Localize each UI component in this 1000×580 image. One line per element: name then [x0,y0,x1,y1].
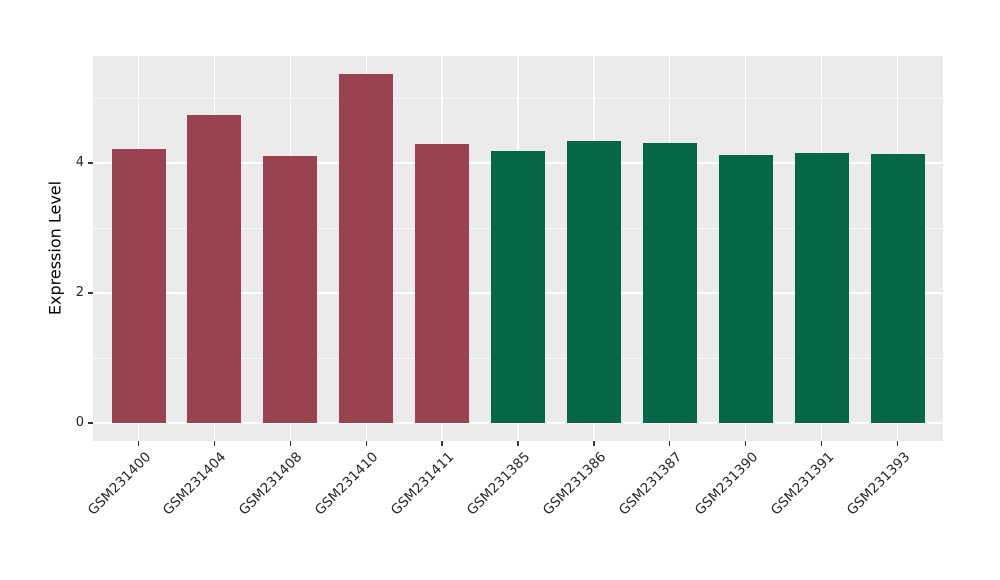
bar-GSM231411 [415,144,470,423]
x-tick-mark [289,441,291,446]
bar-GSM231400 [111,149,166,423]
bar-GSM231385 [491,151,545,423]
bar-GSM231393 [870,153,925,423]
bar-GSM231404 [187,114,242,423]
y-tick-label: 4 [75,155,84,170]
x-tick-mark [745,441,747,446]
plot-panel [93,56,943,441]
x-tick-mark [365,441,367,446]
x-tick-mark [137,441,140,446]
bar-GSM231408 [263,155,318,423]
y-tick-label: 2 [75,285,84,300]
bar-GSM231386 [566,140,621,423]
bar-GSM231387 [642,142,697,423]
y-tick-mark [88,292,93,294]
bar-GSM231391 [794,153,849,423]
x-tick-mark [441,441,443,446]
y-tick-label: 0 [75,415,84,430]
x-tick-mark [593,441,595,446]
bar-GSM231390 [718,155,773,423]
x-tick-mark [213,441,216,446]
x-tick-mark [896,441,899,446]
x-tick-mark [517,441,519,446]
bar-GSM231410 [339,73,394,423]
y-tick-mark [88,162,93,164]
x-tick-mark [820,441,823,446]
x-tick-mark [669,441,671,446]
y-tick-mark [88,422,93,424]
